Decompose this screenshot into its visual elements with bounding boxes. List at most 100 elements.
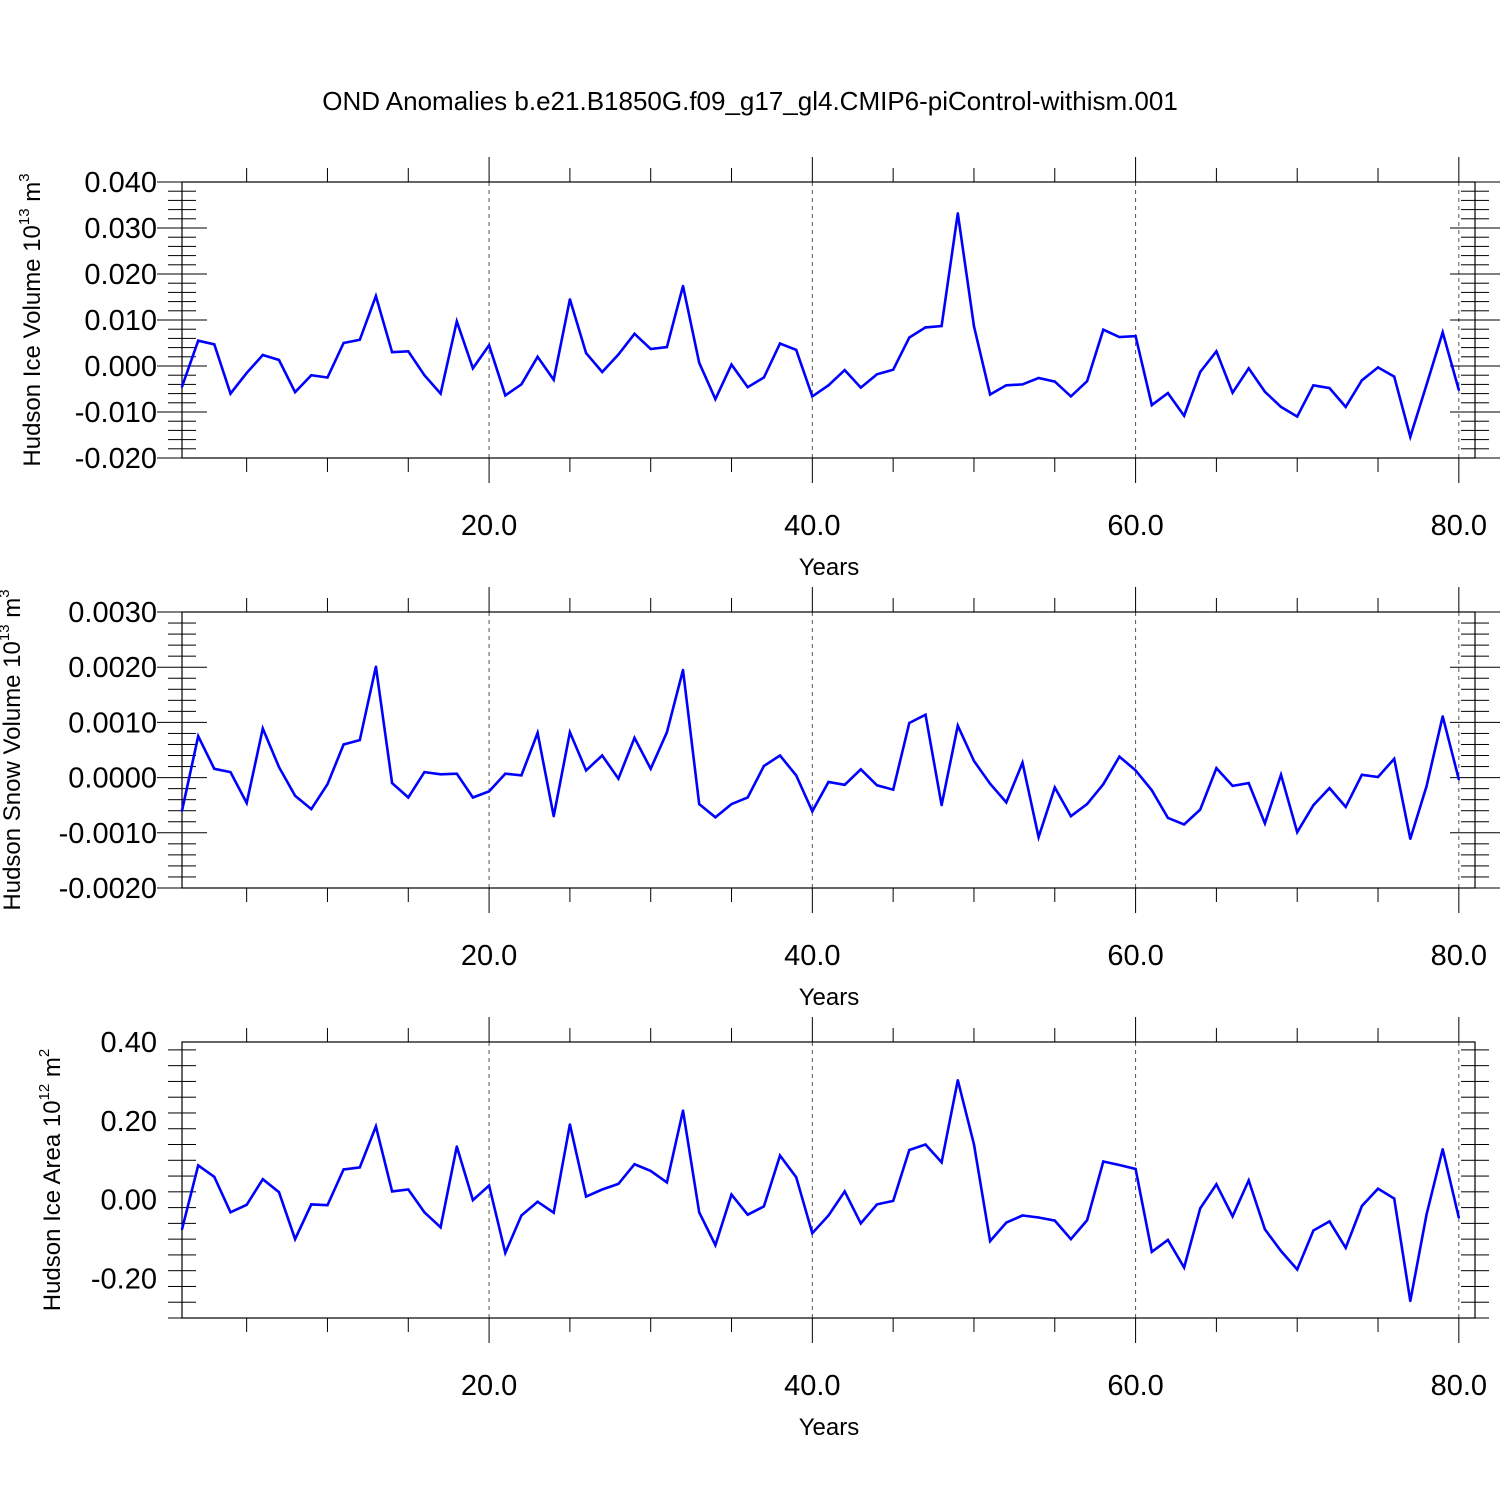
data-point [245, 371, 248, 375]
y-tick-label: -0.0010 [59, 818, 157, 850]
data-point [1037, 836, 1040, 839]
data-point [1376, 1187, 1380, 1190]
x-tick-label: 40.0 [784, 1370, 840, 1402]
data-point [1360, 379, 1364, 382]
data-point [423, 770, 426, 774]
data-point [1053, 380, 1056, 383]
data-point [358, 738, 361, 742]
data-point [956, 1079, 959, 1082]
data-point [730, 802, 733, 806]
data-point [1392, 757, 1396, 761]
data-point [584, 769, 588, 772]
data-point [310, 374, 313, 377]
data-point [1441, 331, 1444, 334]
data-point [1134, 769, 1137, 772]
data-point [778, 342, 782, 345]
y-tick-label: -0.20 [91, 1264, 157, 1296]
data-point [827, 1214, 830, 1217]
data-point [1199, 370, 1202, 374]
data-point [1247, 367, 1250, 370]
data-point [1053, 786, 1056, 789]
data-point [1360, 1204, 1364, 1208]
data-point [455, 320, 458, 323]
y-axis-label: Hudson Snow Volume 1013 m3 [0, 589, 26, 910]
data-point [859, 1222, 863, 1225]
data-point [1037, 1216, 1040, 1219]
data-point [843, 783, 846, 786]
data-point [180, 809, 184, 812]
data-point [1328, 1220, 1331, 1223]
data-point [649, 767, 652, 770]
data-point [1376, 366, 1380, 369]
data-point [455, 1145, 458, 1148]
x-tick-label: 40.0 [784, 510, 840, 542]
x-tick-label: 80.0 [1431, 1370, 1487, 1402]
y-axis-label-main: Hudson Ice Area 10 [39, 1100, 66, 1311]
data-point [1344, 1246, 1347, 1250]
data-point [1199, 1207, 1202, 1210]
data-point [633, 736, 636, 740]
data-point [536, 731, 539, 735]
data-point [1037, 376, 1040, 380]
data-point [1199, 808, 1202, 811]
data-point [1296, 831, 1299, 834]
data-point [439, 773, 442, 776]
data-point [1069, 395, 1073, 398]
data-point [649, 1169, 652, 1173]
data-point [1166, 1238, 1170, 1242]
y-tick-label: 0.020 [84, 259, 157, 291]
data-point [827, 780, 830, 784]
y-tick-label: 0.010 [84, 305, 157, 337]
data-point [407, 796, 410, 799]
data-point [374, 665, 378, 668]
plot-frame [181, 1041, 1476, 1319]
data-point [1312, 1229, 1315, 1232]
data-point [811, 395, 814, 398]
data-point [213, 343, 216, 346]
data-point [1085, 379, 1089, 383]
y-axis-label-unit-exp: 3 [0, 589, 13, 597]
data-point [1425, 785, 1428, 788]
data-point [1392, 375, 1396, 378]
data-point [633, 1163, 636, 1166]
x-tick-label: 60.0 [1107, 510, 1163, 542]
data-point [584, 351, 588, 355]
data-point [601, 754, 604, 757]
data-point [891, 1199, 895, 1203]
data-point [1005, 1221, 1008, 1224]
data-point [1231, 1215, 1234, 1218]
data-point [326, 783, 329, 786]
data-point [423, 1211, 426, 1214]
data-point [471, 1198, 475, 1202]
data-point [326, 376, 329, 379]
data-point [956, 724, 959, 727]
y-tick-label: 0.0010 [68, 707, 157, 739]
data-point [1231, 391, 1234, 394]
data-point [504, 1251, 507, 1255]
data-point [277, 358, 281, 362]
data-point [924, 713, 927, 716]
data-point [746, 1213, 749, 1216]
data-point [439, 392, 442, 395]
data-point [1279, 773, 1283, 777]
data-point [1182, 1266, 1186, 1269]
x-tick-label: 20.0 [461, 510, 517, 542]
data-point [1457, 388, 1461, 392]
data-point [1360, 773, 1364, 777]
data-point [1215, 767, 1218, 770]
data-point [520, 774, 523, 777]
data-point [1021, 383, 1024, 386]
data-point [342, 743, 345, 746]
data-point [1279, 1249, 1283, 1253]
data-point [1005, 384, 1008, 387]
data-point [552, 1211, 555, 1214]
data-point [342, 1168, 345, 1171]
data-point [908, 721, 911, 725]
data-point [536, 355, 539, 358]
data-point [1392, 1197, 1396, 1200]
data-point [665, 1181, 669, 1184]
data-point [924, 1143, 927, 1146]
panels: 0.0400.0300.0200.0100.000-0.010-0.02020.… [0, 157, 1500, 1441]
data-point [1118, 755, 1121, 758]
data-point [342, 341, 345, 345]
